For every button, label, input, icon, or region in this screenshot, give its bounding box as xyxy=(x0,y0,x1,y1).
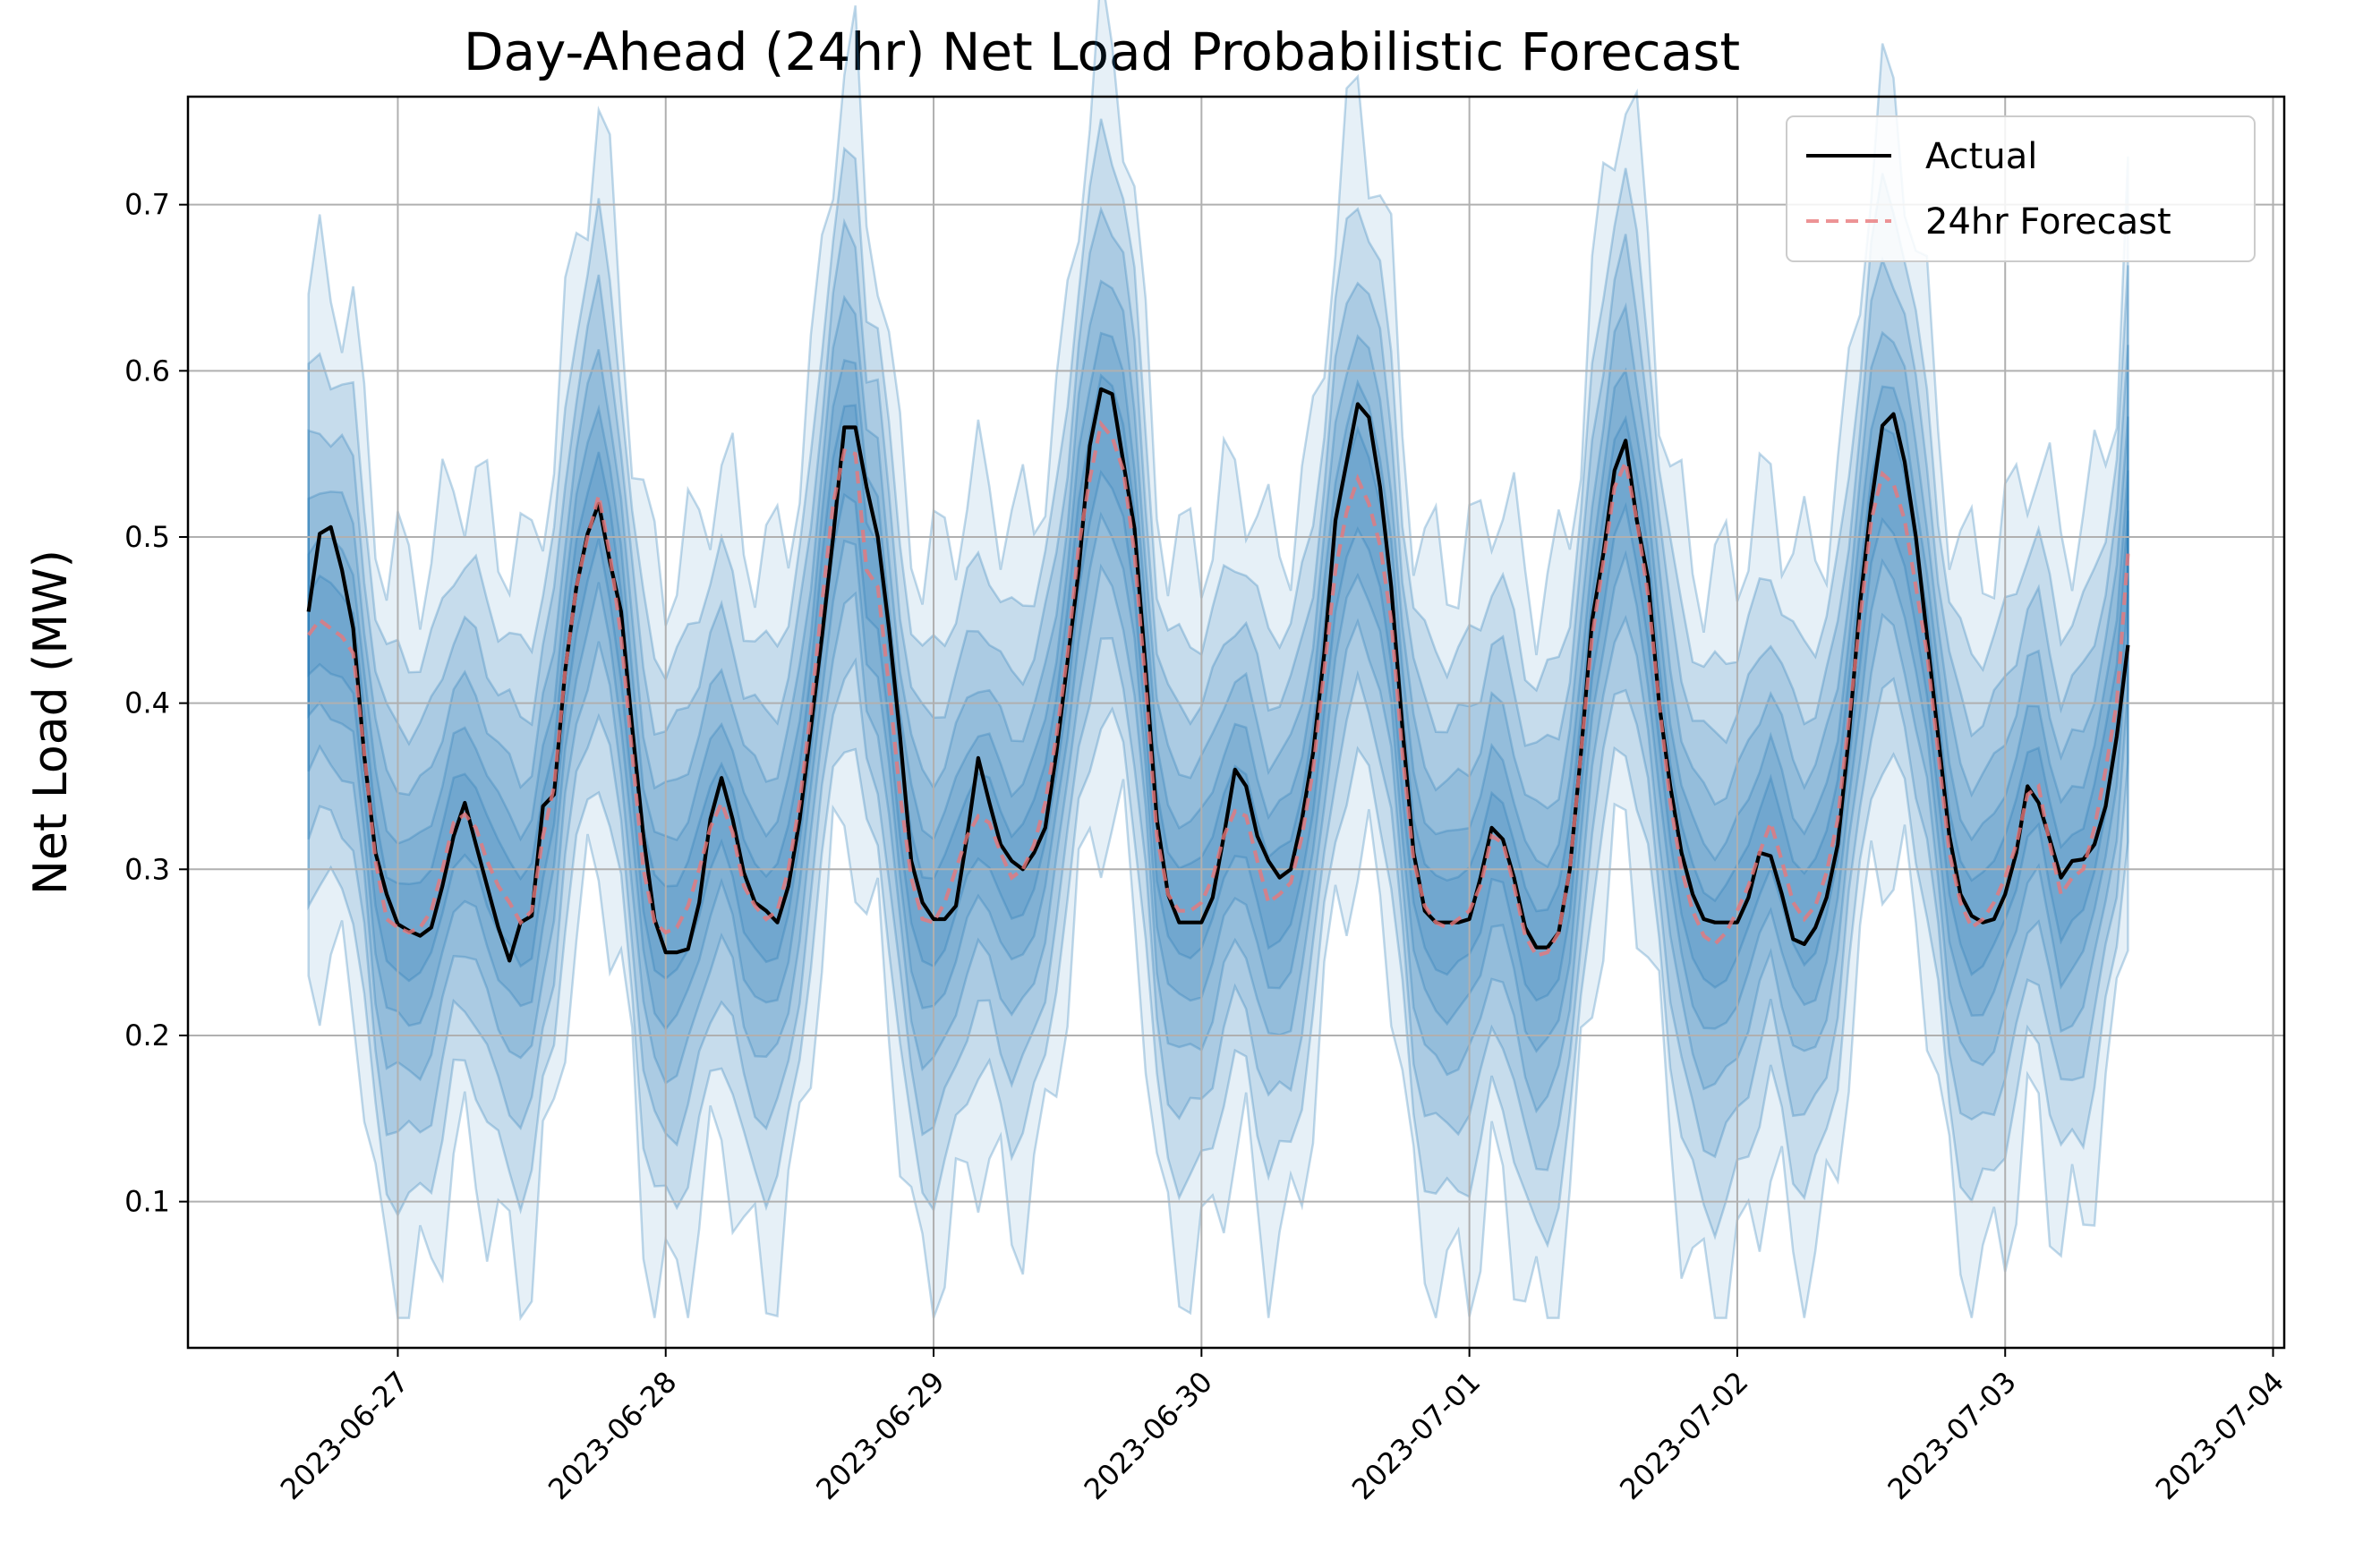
x-tick-label: 2023-07-04 xyxy=(2149,1365,2290,1506)
x-tick-label: 2023-07-01 xyxy=(1345,1365,1487,1506)
y-tick-label: 0.4 xyxy=(124,686,170,720)
series-lines xyxy=(306,387,2130,963)
quantile-bands xyxy=(307,0,2129,1322)
x-tick-label: 2023-06-27 xyxy=(274,1365,415,1506)
plot-area-frame xyxy=(186,95,2286,1350)
y-tick-label: 0.1 xyxy=(124,1185,170,1219)
chart-title: Day-Ahead (24hr) Net Load Probabilistic … xyxy=(464,21,1740,82)
legend-label-forecast: 24hr Forecast xyxy=(1925,201,2171,243)
y-tick-label: 0.2 xyxy=(124,1018,170,1052)
x-tick-label: 2023-06-29 xyxy=(809,1365,951,1506)
y-axis-label: Net Load (MW) xyxy=(24,550,78,895)
x-tick-label: 2023-07-03 xyxy=(1881,1365,2023,1506)
y-tick-label: 0.5 xyxy=(124,520,170,554)
y-axis-ticks: 0.1 0.2 0.3 0.4 0.5 0.6 0.7 xyxy=(124,188,188,1219)
quantile-band-1 xyxy=(307,0,2129,1322)
quantile-band-4 xyxy=(307,279,2129,1114)
legend: Actual 24hr Forecast xyxy=(1786,115,2256,262)
y-tick-label: 0.3 xyxy=(124,852,170,886)
x-tick-label: 2023-06-28 xyxy=(542,1365,683,1506)
quantile-band-5 xyxy=(307,331,2129,1053)
y-tick-label: 0.7 xyxy=(124,188,170,222)
forecast-line xyxy=(307,420,2130,959)
legend-box xyxy=(1786,115,2256,262)
y-tick-label: 0.6 xyxy=(124,354,170,388)
quantile-band-2 xyxy=(307,118,2129,1248)
legend-label-actual: Actual xyxy=(1925,136,2037,177)
x-tick-label: 2023-06-30 xyxy=(1078,1365,1219,1506)
x-tick-label: 2023-07-02 xyxy=(1613,1365,1754,1506)
x-axis-ticks: 2023-06-27 2023-06-28 2023-06-29 2023-06-30… xyxy=(274,1348,2290,1506)
quantile-band-6 xyxy=(307,373,2129,1002)
